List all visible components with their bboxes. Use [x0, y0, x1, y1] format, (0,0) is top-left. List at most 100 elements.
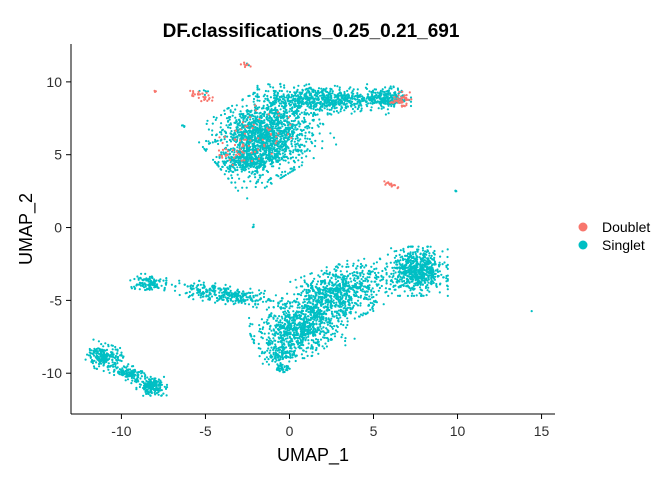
data-point [404, 282, 407, 285]
data-point [446, 285, 449, 288]
data-point [316, 326, 319, 329]
data-point [229, 167, 232, 170]
data-point [251, 170, 254, 173]
data-point [325, 97, 328, 100]
data-point [389, 94, 392, 97]
data-point [425, 251, 428, 254]
data-point [310, 294, 313, 297]
data-point [225, 124, 228, 127]
data-point [220, 131, 223, 134]
data-point [319, 330, 322, 333]
data-point [249, 110, 252, 113]
data-point [232, 170, 235, 173]
data-point [240, 135, 243, 138]
data-point [347, 294, 350, 298]
data-point [333, 107, 337, 110]
data-point [314, 97, 317, 100]
data-point [267, 341, 270, 344]
data-point [372, 290, 375, 293]
data-point [339, 285, 342, 288]
data-point [256, 150, 259, 153]
data-point [351, 272, 354, 275]
data-point [230, 181, 233, 184]
data-point [393, 250, 396, 253]
data-point [377, 271, 380, 274]
data-point [275, 116, 279, 119]
data-point [276, 129, 279, 132]
data-point [262, 106, 265, 109]
data-point [337, 317, 340, 320]
data-point [263, 332, 266, 335]
data-point [332, 291, 335, 294]
data-point [304, 137, 307, 140]
data-point [312, 298, 315, 301]
data-point [282, 93, 285, 96]
data-point [252, 121, 255, 124]
data-point [258, 355, 261, 358]
data-point [342, 289, 345, 292]
data-point [226, 135, 229, 138]
data-point [285, 312, 288, 315]
data-point [370, 97, 373, 100]
data-point [263, 153, 266, 156]
data-point [263, 165, 266, 168]
data-point [355, 267, 358, 270]
data-point [393, 261, 396, 264]
data-point [420, 281, 423, 284]
data-point [277, 305, 280, 308]
data-point [429, 270, 432, 273]
data-point [335, 143, 338, 146]
data-point [311, 134, 314, 137]
data-point [294, 94, 297, 97]
data-point [236, 168, 239, 172]
data-point [280, 299, 283, 302]
data-point [230, 150, 234, 153]
data-point [350, 105, 353, 108]
data-point [284, 337, 287, 340]
data-point [321, 313, 324, 316]
data-point [288, 320, 291, 323]
data-point [303, 118, 306, 121]
data-point [328, 112, 331, 115]
data-point [373, 276, 377, 279]
data-point [318, 343, 321, 346]
data-point [401, 263, 404, 266]
data-point [266, 135, 269, 138]
data-point [422, 294, 425, 297]
data-point [309, 325, 312, 329]
data-point [446, 279, 449, 282]
data-point [285, 340, 288, 343]
data-point [407, 252, 410, 255]
data-point [231, 133, 234, 136]
data-point [281, 114, 284, 117]
data-point [310, 105, 313, 108]
data-point [277, 152, 280, 155]
data-point [272, 316, 275, 319]
data-point [245, 104, 248, 107]
data-point [398, 262, 401, 265]
data-point [301, 161, 304, 164]
data-point [236, 131, 239, 134]
data-point [289, 280, 292, 283]
data-point [293, 105, 296, 109]
data-point [289, 344, 292, 347]
data-point [316, 280, 320, 283]
data-point [315, 348, 318, 351]
data-point [310, 305, 313, 308]
data-point [339, 102, 343, 105]
data-point [424, 269, 427, 272]
data-point [265, 338, 268, 341]
data-point [258, 176, 262, 179]
data-point [338, 86, 341, 89]
data-point [384, 291, 387, 294]
data-point [339, 270, 342, 273]
data-point [220, 122, 223, 125]
data-point [288, 149, 291, 152]
data-point [390, 272, 393, 275]
data-point [230, 130, 233, 133]
data-point [282, 137, 285, 141]
data-point [310, 107, 313, 110]
data-point [266, 322, 269, 325]
data-point [441, 250, 444, 253]
data-point [276, 97, 279, 100]
